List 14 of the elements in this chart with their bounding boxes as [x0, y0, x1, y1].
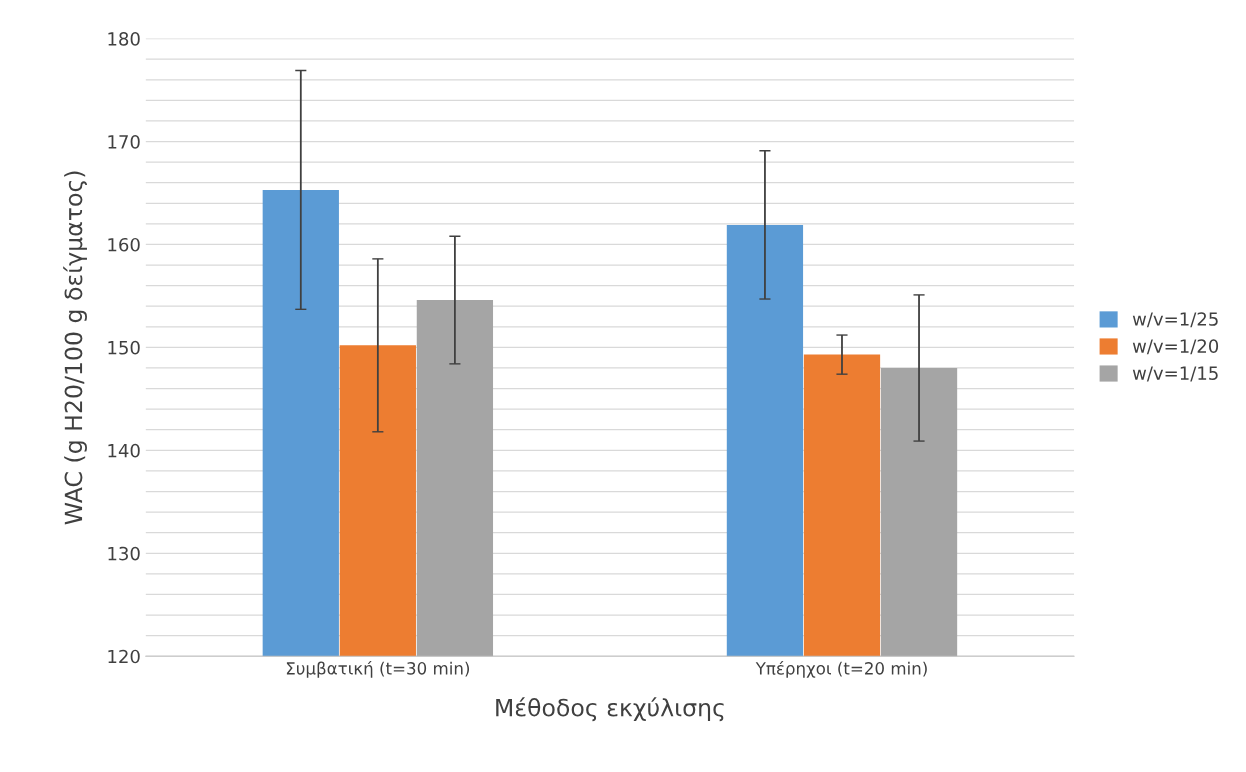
y-axis-title: WAC (g H20/100 g δείγματος): [63, 171, 88, 525]
y-tick-label: 180: [108, 32, 140, 46]
y-tick-label: 130: [108, 546, 140, 561]
y-tick-label: 160: [108, 237, 140, 252]
y-tick-label: 120: [108, 649, 140, 664]
y-tick-label: 140: [108, 443, 140, 458]
x-axis-title: Μέθοδος εκχύλισης: [496, 697, 724, 722]
x-tick-label: Υπέρηχοι (t=20 min): [755, 661, 927, 678]
y-tick-label: 150: [108, 340, 140, 355]
legend-label: w/v=1/15: [1132, 366, 1218, 382]
legend-label: w/v=1/25: [1132, 312, 1218, 328]
x-tick-label: Συμβατική (t=30 min): [286, 661, 470, 678]
y-tick-label: 170: [108, 134, 140, 149]
legend-label: w/v=1/20: [1132, 339, 1219, 355]
